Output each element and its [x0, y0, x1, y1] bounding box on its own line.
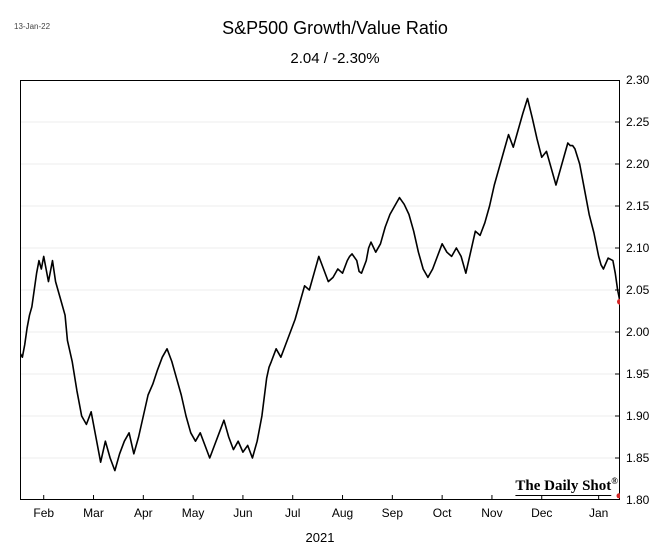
y-tick-label: 1.85	[626, 451, 660, 465]
y-tick-label: 1.90	[626, 409, 660, 423]
attribution-name: The Daily Shot	[515, 478, 611, 494]
y-tick-label: 2.00	[626, 325, 660, 339]
chart-subtitle: 2.04 / -2.30%	[0, 50, 670, 67]
x-tick-label: Dec	[527, 506, 557, 520]
x-tick-label: Aug	[328, 506, 358, 520]
y-tick-label: 2.20	[626, 157, 660, 171]
x-tick-label: Apr	[128, 506, 158, 520]
x-tick-label: Jan	[584, 506, 614, 520]
y-tick-label: 2.30	[626, 73, 660, 87]
y-tick-label: 2.15	[626, 199, 660, 213]
x-tick-label: Feb	[29, 506, 59, 520]
x-tick-label: May	[178, 506, 208, 520]
x-tick-label: Oct	[427, 506, 457, 520]
y-tick-label: 2.05	[626, 283, 660, 297]
y-tick-label: 2.10	[626, 241, 660, 255]
x-tick-label: Jul	[278, 506, 308, 520]
x-tick-label: Mar	[79, 506, 109, 520]
chart-title: S&P500 Growth/Value Ratio	[0, 18, 670, 39]
x-tick-label: Sep	[377, 506, 407, 520]
line-chart	[20, 80, 620, 500]
y-tick-label: 1.95	[626, 367, 660, 381]
y-tick-label: 1.80	[626, 493, 660, 507]
attribution-text: The Daily Shot®	[515, 476, 618, 495]
y-tick-label: 2.25	[626, 115, 660, 129]
year-label: 2021	[0, 530, 640, 545]
registered-mark: ®	[611, 476, 618, 486]
x-tick-label: Jun	[228, 506, 258, 520]
x-tick-label: Nov	[477, 506, 507, 520]
